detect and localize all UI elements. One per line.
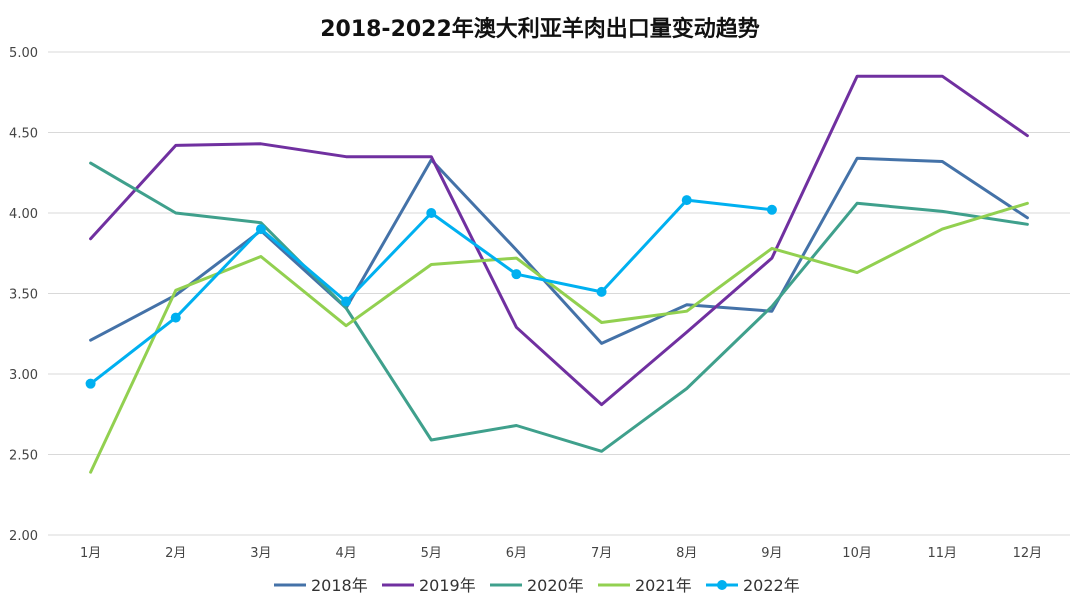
x-tick-label: 10月 <box>842 546 872 561</box>
gridlines <box>48 51 1070 536</box>
y-axis-ticks: 2.00 2.50 3.00 3.50 4.00 4.50 5.00 <box>9 46 38 544</box>
x-tick-label: 1月 <box>80 546 101 561</box>
series-1 <box>89 74 1029 407</box>
x-tick-label: 6月 <box>506 546 527 561</box>
legend-item: 2022年 <box>706 576 800 595</box>
x-tick-label: 8月 <box>676 546 697 561</box>
x-tick-label: 11月 <box>927 546 957 561</box>
legend: 2018年 2019年 2020年 2021年 2022年 <box>274 576 800 595</box>
legend-item: 2018年 <box>274 576 368 595</box>
series-line <box>89 198 774 386</box>
y-tick-label: 2.00 <box>9 529 38 544</box>
y-tick-label: 5.00 <box>9 46 38 61</box>
data-point <box>766 204 777 215</box>
data-point <box>255 224 266 235</box>
x-tick-label: 5月 <box>421 546 442 561</box>
data-point <box>511 269 522 280</box>
data-point <box>681 195 692 206</box>
y-tick-label: 3.50 <box>9 288 38 303</box>
data-point <box>170 312 181 323</box>
series-line <box>89 156 1029 345</box>
series-line <box>89 201 1029 474</box>
legend-label: 2021年 <box>635 576 692 595</box>
y-tick-label: 3.00 <box>9 368 38 383</box>
legend-item: 2019年 <box>382 576 476 595</box>
x-tick-label: 3月 <box>250 546 271 561</box>
x-tick-label: 4月 <box>335 546 356 561</box>
x-tick-label: 9月 <box>761 546 782 561</box>
legend-label: 2018年 <box>311 576 368 595</box>
y-tick-label: 2.50 <box>9 449 38 464</box>
x-axis-ticks: 1月 2月 3月 4月 5月 6月 7月 8月 9月 10月 11月 12月 <box>80 546 1042 561</box>
legend-label: 2020年 <box>527 576 584 595</box>
data-point <box>85 378 96 389</box>
legend-label: 2022年 <box>743 576 800 595</box>
legend-marker <box>717 580 727 590</box>
series-line <box>89 74 1029 407</box>
legend-item: 2020年 <box>490 576 584 595</box>
series-4 <box>85 195 777 389</box>
series-lines <box>85 74 1029 474</box>
data-point <box>426 208 437 218</box>
series-3 <box>89 201 1029 474</box>
series-0 <box>89 156 1029 345</box>
x-tick-label: 7月 <box>591 546 612 561</box>
chart-title: 2018-2022年澳大利亚羊肉出口量变动趋势 <box>320 16 760 42</box>
series-2 <box>89 161 1029 453</box>
x-tick-label: 2月 <box>165 546 186 561</box>
data-point <box>341 296 352 307</box>
series-line <box>89 161 1029 453</box>
legend-label: 2019年 <box>419 576 476 595</box>
legend-item: 2021年 <box>598 576 692 595</box>
data-point <box>596 286 607 297</box>
y-tick-label: 4.50 <box>9 127 38 142</box>
y-tick-label: 4.00 <box>9 207 38 222</box>
x-tick-label: 12月 <box>1013 546 1043 561</box>
